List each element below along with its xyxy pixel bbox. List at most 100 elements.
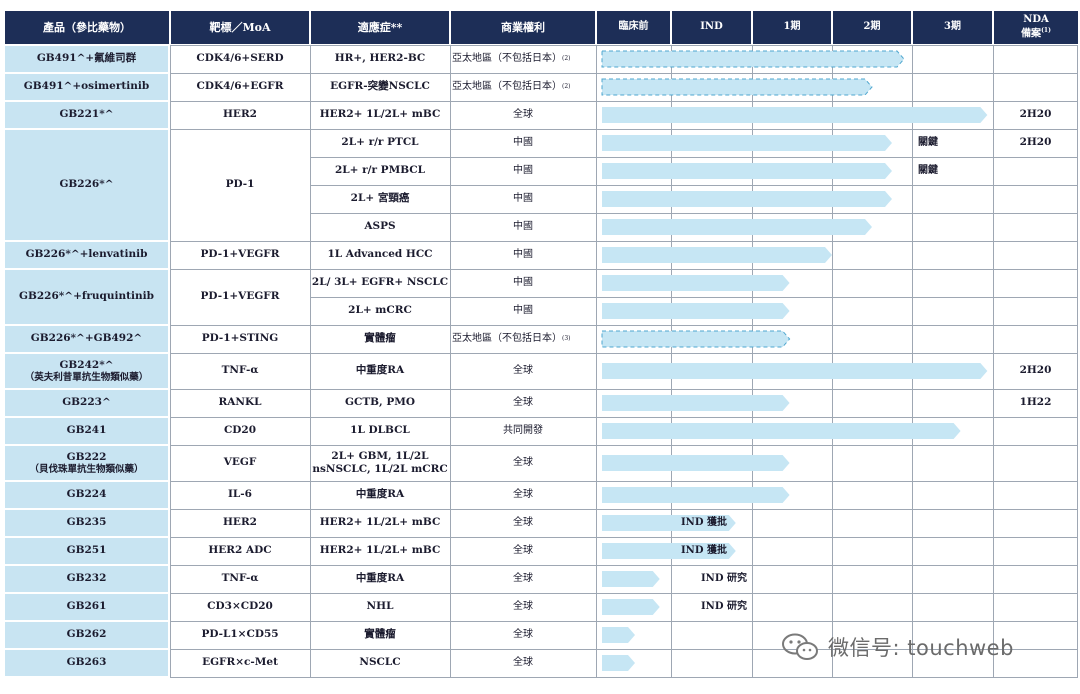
progress-bar [602, 599, 660, 615]
stage-note: IND 研究 [701, 601, 747, 612]
commercial-rights-text: 全球 [513, 600, 533, 612]
commercial-rights-text: 全球 [513, 544, 533, 556]
grid-line [671, 45, 672, 677]
product-name-text: GB262 [66, 628, 107, 641]
product-name-text: GB226*^+lenvatinib [25, 248, 148, 261]
progress-bar [602, 455, 790, 471]
indication: ASPS [310, 213, 450, 241]
indication-text: 中重度RA [355, 572, 405, 585]
product-name-text: GB226*^+GB492^ [30, 332, 143, 345]
indication: 2L+ GBM, 1L/2L nsNSCLC, 1L/2L mCRC [310, 445, 450, 481]
grid-line [832, 45, 833, 677]
commercial-rights: 中國 [450, 241, 596, 269]
product-target: PD-1+VEGFR [200, 290, 280, 303]
indication: 中重度RA [310, 565, 450, 593]
commercial-rights-text: 亞太地區（不包括日本） [452, 52, 562, 64]
commercial-rights-text: 全球 [513, 572, 533, 584]
product-name-text: GB226*^+fruquintinib [19, 290, 154, 303]
progress-bar [602, 163, 892, 179]
product-name: GB491^+osimertinib [5, 74, 168, 100]
product-name: GB226*^ [5, 130, 168, 240]
grid-line [310, 185, 1078, 186]
indication-text: HER2+ 1L/2L+ mBC [319, 516, 441, 529]
product-name-text: GB241 [66, 424, 107, 437]
grid-line [170, 325, 1078, 326]
commercial-rights-text: 全球 [513, 396, 533, 408]
grid-line [170, 445, 1078, 446]
product-target: VEGF [223, 456, 257, 469]
commercial-rights-text: 中國 [513, 136, 533, 148]
commercial-rights-text: 中國 [513, 220, 533, 232]
indication: 1L DLBCL [310, 417, 450, 445]
commercial-rights: 全球 [450, 649, 596, 677]
progress-bar [602, 627, 635, 643]
indication-text: NSCLC [359, 656, 401, 669]
product-name: GB262 [5, 622, 168, 648]
product-name-text: GB224 [66, 488, 107, 501]
product-name: GB261 [5, 594, 168, 620]
indication-text: 2L+ 宮頸癌 [350, 192, 410, 205]
indication: HER2+ 1L/2L+ mBC [310, 537, 450, 565]
indication-text: 1L Advanced HCC [327, 248, 433, 261]
commercial-rights-text: 全球 [513, 456, 533, 468]
grid-line [170, 353, 1078, 354]
product-name-text: GB232 [66, 572, 107, 585]
commercial-rights: 亞太地區（不包括日本） (3) [450, 325, 596, 353]
grid-line [310, 297, 1078, 298]
commercial-rights-text: 中國 [513, 276, 533, 288]
nda-filing-date: 2H20 [1019, 364, 1052, 377]
indication-text: HER2+ 1L/2L+ mBC [319, 544, 441, 557]
grid-line [170, 45, 171, 677]
product-name: GB242*^ （英夫利昔單抗生物類似藥） [5, 354, 168, 388]
grid-line [170, 241, 1078, 242]
commercial-rights-footnote: (3) [562, 335, 571, 343]
nda-filing-date: 2H20 [1019, 136, 1052, 149]
grid-line [170, 649, 1078, 650]
header-phase-1: IND [672, 11, 751, 44]
product-target: PD-1+VEGFR [200, 248, 280, 261]
grid-line [170, 73, 1078, 74]
nda-filing-date: 1H22 [1019, 396, 1052, 409]
progress-bar [601, 78, 873, 96]
product-name-text: GB242*^ [59, 358, 114, 371]
progress-bar [601, 50, 905, 68]
grid-line [993, 45, 994, 677]
grid-line [170, 621, 1078, 622]
progress-bar [602, 571, 660, 587]
nda-filing-date: 2H20 [1019, 108, 1052, 121]
commercial-rights: 中國 [450, 185, 596, 213]
product-reference-drug: （英夫利昔單抗生物類似藥） [24, 371, 149, 383]
grid-line [912, 45, 913, 677]
pipeline-table: 產品（參比藥物） 靶標／MoA 適應症** 商業權利 臨床前 IND 1期 2期 3期 NDA 備案… [4, 11, 1078, 681]
indication-text: 中重度RA [355, 364, 405, 377]
indication: 2L+ r/r PTCL [310, 129, 450, 157]
commercial-rights-text: 共同開發 [503, 424, 543, 436]
commercial-rights: 全球 [450, 101, 596, 129]
product-name: GB226*^+lenvatinib [5, 242, 168, 268]
header-phase-3: 2期 [833, 11, 911, 44]
product-name-text: GB221*^ [59, 108, 114, 121]
progress-bar [602, 303, 790, 319]
commercial-rights: 全球 [450, 445, 596, 481]
indication: 實體瘤 [310, 325, 450, 353]
commercial-rights: 全球 [450, 389, 596, 417]
product-name-text: GB226*^ [59, 178, 114, 191]
product-target: PD-1+STING [201, 332, 279, 345]
indication-text: 2L+ GBM, 1L/2L [331, 449, 429, 462]
grid-line [310, 45, 311, 677]
header-phase-2: 1期 [753, 11, 831, 44]
commercial-rights: 中國 [450, 129, 596, 157]
indication: HR+, HER2-BC [310, 45, 450, 73]
grid-line [170, 593, 1078, 594]
indication: HER2+ 1L/2L+ mBC [310, 101, 450, 129]
progress-bar [602, 487, 790, 503]
product-name-text: GB491^+氟維司群 [36, 52, 137, 65]
header-target: 靶標／MoA [171, 11, 309, 44]
grid-line [310, 213, 1078, 214]
commercial-rights: 全球 [450, 537, 596, 565]
indication: 1L Advanced HCC [310, 241, 450, 269]
indication-text: ASPS [364, 220, 396, 233]
grid-line [752, 45, 753, 677]
commercial-rights-text: 中國 [513, 164, 533, 176]
progress-bar [602, 363, 988, 379]
